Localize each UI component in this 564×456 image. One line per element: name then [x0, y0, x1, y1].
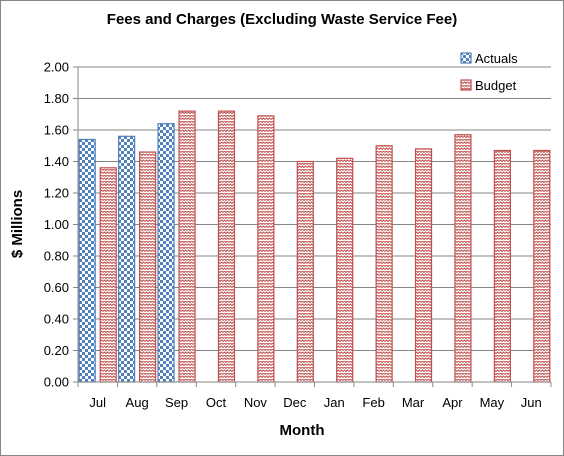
bar-budget-sep — [178, 110, 196, 383]
legend-swatch-budget — [460, 79, 472, 91]
y-tick-label: 1.20 — [44, 186, 69, 201]
bar-budget-jun — [533, 149, 551, 383]
y-tick-label: 0.20 — [44, 343, 69, 358]
y-tick-label: 0.40 — [44, 312, 69, 327]
legend-swatch-actuals — [460, 52, 472, 64]
bar-budget-oct — [217, 110, 236, 383]
y-tick-label: 1.00 — [44, 217, 69, 232]
y-tick-label: 1.80 — [44, 91, 69, 106]
y-tick-labels: 0.00 0.20 0.40 0.60 0.80 1.00 1.20 1.40 1.60 1.80… — [44, 60, 69, 390]
bar-budget-may — [493, 149, 511, 383]
y-tick-label: 0.00 — [44, 375, 69, 390]
legend-item-budget: Budget — [460, 78, 517, 93]
x-tick-label: Dec — [283, 395, 307, 410]
axes — [77, 67, 552, 387]
x-axis-title: Month — [280, 422, 325, 439]
x-tick-label: Apr — [442, 395, 463, 410]
bar-actuals-jul — [78, 138, 96, 383]
legend-label-actuals: Actuals — [475, 51, 518, 66]
legend: Actuals Budget — [460, 51, 518, 93]
bar-actuals-aug — [118, 135, 136, 383]
x-tick-label: Aug — [126, 395, 149, 410]
bar-budget-mar — [414, 148, 433, 383]
x-tick-label: Sep — [165, 395, 188, 410]
bars — [78, 110, 551, 383]
bar-budget-jul — [99, 167, 117, 383]
bar-budget-aug — [139, 151, 157, 383]
x-tick-label: Mar — [402, 395, 425, 410]
y-tick-label: 2.00 — [44, 60, 69, 75]
bar-budget-jan — [336, 157, 354, 383]
legend-label-budget: Budget — [475, 78, 517, 93]
x-tick-labels: Jul Aug Sep Oct Nov Dec Jan Feb Mar Apr May Jun — [89, 395, 541, 410]
x-tick-label: Jun — [521, 395, 542, 410]
x-tick-label: Nov — [244, 395, 268, 410]
x-tick-label: Jan — [324, 395, 345, 410]
x-tick-label: Jul — [89, 395, 106, 410]
x-tick-label: May — [480, 395, 505, 410]
legend-item-actuals: Actuals — [460, 51, 518, 66]
y-tick-label: 0.60 — [44, 280, 69, 295]
y-tick-label: 1.40 — [44, 154, 69, 169]
y-tick-label: 1.60 — [44, 123, 69, 138]
x-tick-label: Oct — [206, 395, 227, 410]
chart-title: Fees and Charges (Excluding Waste Servic… — [107, 11, 457, 28]
bar-budget-dec — [296, 160, 314, 383]
bar-budget-feb — [375, 145, 393, 383]
x-tick-label: Feb — [362, 395, 384, 410]
bar-budget-nov — [257, 115, 275, 383]
gridlines — [73, 66, 551, 383]
y-axis-title: $ Millions — [9, 190, 26, 258]
bar-actuals-sep — [157, 123, 175, 383]
bar-budget-apr — [454, 134, 472, 383]
y-tick-label: 0.80 — [44, 249, 69, 264]
